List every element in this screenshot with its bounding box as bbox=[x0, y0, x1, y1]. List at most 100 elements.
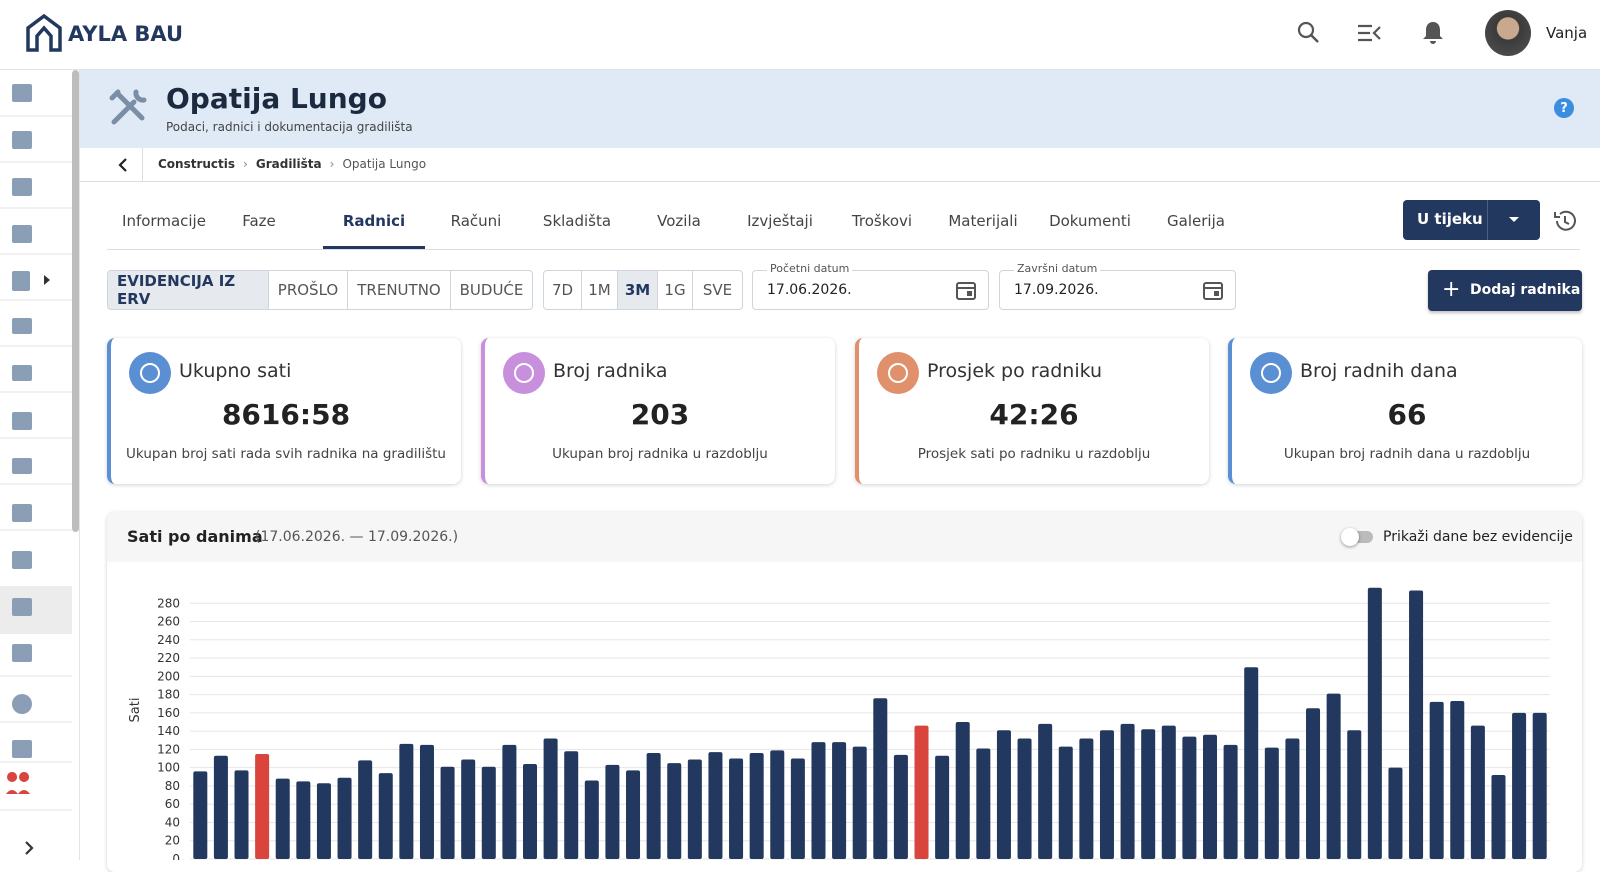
bar[interactable] bbox=[255, 753, 270, 859]
bar[interactable] bbox=[316, 783, 331, 859]
bar[interactable] bbox=[1306, 708, 1321, 859]
search-icon[interactable] bbox=[1296, 20, 1322, 46]
filter-button[interactable]: SVE bbox=[702, 281, 733, 299]
bar[interactable] bbox=[1450, 700, 1465, 859]
bar[interactable] bbox=[996, 730, 1011, 859]
end-date[interactable]: Završni datum 17.09.2026. bbox=[999, 262, 1236, 310]
filter-button[interactable]: TRENUTNO bbox=[348, 271, 451, 309]
bar[interactable] bbox=[1388, 767, 1403, 859]
toggle[interactable] bbox=[1341, 528, 1373, 546]
bar[interactable] bbox=[893, 754, 908, 859]
tab[interactable]: Vozila bbox=[657, 212, 701, 230]
filter-button[interactable]: EVIDENCIJA IZ ERV bbox=[108, 271, 269, 309]
bar[interactable] bbox=[1491, 774, 1506, 859]
history-icon[interactable] bbox=[1552, 208, 1578, 234]
bar[interactable] bbox=[873, 698, 888, 859]
bar[interactable] bbox=[1285, 738, 1300, 859]
bar[interactable] bbox=[626, 770, 641, 859]
bar[interactable] bbox=[1017, 738, 1032, 859]
bar[interactable] bbox=[852, 746, 867, 859]
bar[interactable] bbox=[1367, 587, 1382, 859]
bar[interactable] bbox=[1409, 590, 1424, 859]
bar[interactable] bbox=[1120, 723, 1135, 859]
bar[interactable] bbox=[935, 755, 950, 859]
dropdown-arrow[interactable] bbox=[1507, 215, 1521, 225]
bar[interactable] bbox=[667, 763, 682, 859]
bar[interactable] bbox=[1161, 725, 1176, 859]
back-button[interactable] bbox=[116, 157, 132, 173]
menu-icon[interactable] bbox=[1356, 22, 1382, 44]
bar[interactable] bbox=[605, 764, 620, 859]
bar[interactable] bbox=[1264, 747, 1279, 859]
bar[interactable] bbox=[687, 759, 702, 859]
start-date[interactable]: Početni datum 17.06.2026. bbox=[752, 262, 989, 310]
bar[interactable] bbox=[213, 755, 228, 859]
tab[interactable]: Računi bbox=[450, 212, 502, 230]
bar[interactable] bbox=[358, 760, 373, 859]
filter-button[interactable]: 3M bbox=[618, 271, 658, 309]
avatar[interactable] bbox=[1485, 10, 1531, 56]
bar[interactable] bbox=[1058, 746, 1073, 859]
bar[interactable] bbox=[1182, 736, 1197, 859]
tab[interactable]: Faze bbox=[242, 212, 276, 230]
bar[interactable] bbox=[419, 744, 434, 859]
bar[interactable] bbox=[1326, 693, 1341, 859]
add-button[interactable]: + Dodaj radnika bbox=[1428, 270, 1582, 311]
breadcrumb[interactable]: Gradilišta bbox=[255, 157, 322, 171]
tab[interactable]: Radnici bbox=[342, 212, 406, 230]
bar[interactable] bbox=[790, 758, 805, 859]
tab[interactable]: Dokumenti bbox=[1049, 212, 1131, 230]
bar[interactable] bbox=[708, 752, 723, 859]
bar[interactable] bbox=[1223, 744, 1238, 859]
bar[interactable] bbox=[914, 725, 929, 859]
filter-button[interactable]: PROŠLO bbox=[269, 271, 348, 309]
filter-button[interactable]: BUDUĆE bbox=[459, 281, 524, 299]
bar[interactable] bbox=[522, 764, 538, 859]
bar[interactable] bbox=[832, 742, 847, 859]
bar[interactable] bbox=[1244, 667, 1259, 859]
bar[interactable] bbox=[976, 748, 991, 859]
user-name[interactable]: Vanja bbox=[1546, 24, 1588, 42]
tab[interactable]: Skladišta bbox=[542, 212, 612, 230]
bar[interactable] bbox=[378, 773, 393, 859]
bar[interactable] bbox=[955, 722, 970, 859]
bar[interactable] bbox=[543, 738, 558, 859]
filter-button[interactable]: 7D bbox=[544, 271, 582, 309]
calendar-icon[interactable] bbox=[1202, 279, 1224, 301]
bar[interactable] bbox=[1099, 730, 1114, 859]
bar[interactable] bbox=[1038, 723, 1053, 859]
help-icon[interactable]: ? bbox=[1554, 98, 1574, 118]
bar[interactable] bbox=[234, 770, 249, 859]
bar[interactable] bbox=[502, 744, 517, 859]
breadcrumb[interactable]: Constructis bbox=[158, 157, 236, 171]
filter-button[interactable]: 1M bbox=[582, 271, 618, 309]
bar[interactable] bbox=[193, 771, 208, 859]
tab[interactable]: Troškovi bbox=[851, 212, 913, 230]
bar[interactable] bbox=[1429, 701, 1444, 859]
tab[interactable]: Informacije bbox=[122, 212, 206, 230]
bar[interactable] bbox=[440, 766, 455, 859]
bar[interactable] bbox=[646, 753, 661, 859]
tab[interactable]: Galerija bbox=[1167, 212, 1225, 230]
calendar-icon[interactable] bbox=[955, 279, 977, 301]
bar[interactable] bbox=[1512, 712, 1527, 859]
bar[interactable] bbox=[461, 759, 476, 859]
bar[interactable] bbox=[749, 753, 764, 859]
breadcrumb[interactable]: Opatija Lungo bbox=[342, 157, 427, 171]
bar[interactable] bbox=[1347, 730, 1362, 859]
bar[interactable] bbox=[564, 751, 579, 859]
tab[interactable]: Izvještaji bbox=[747, 212, 813, 230]
bar[interactable] bbox=[275, 778, 290, 859]
bar[interactable] bbox=[729, 758, 744, 859]
bar[interactable] bbox=[1079, 738, 1094, 859]
bar[interactable] bbox=[1532, 712, 1547, 859]
filter-button[interactable]: 1G bbox=[658, 271, 693, 309]
bar[interactable] bbox=[811, 742, 826, 859]
bell-icon[interactable] bbox=[1422, 20, 1444, 46]
bar[interactable] bbox=[481, 766, 496, 859]
bar[interactable] bbox=[1141, 729, 1156, 859]
bar[interactable] bbox=[337, 777, 352, 859]
bar[interactable] bbox=[584, 780, 599, 859]
bar[interactable] bbox=[770, 750, 785, 859]
bar[interactable] bbox=[1470, 725, 1485, 859]
